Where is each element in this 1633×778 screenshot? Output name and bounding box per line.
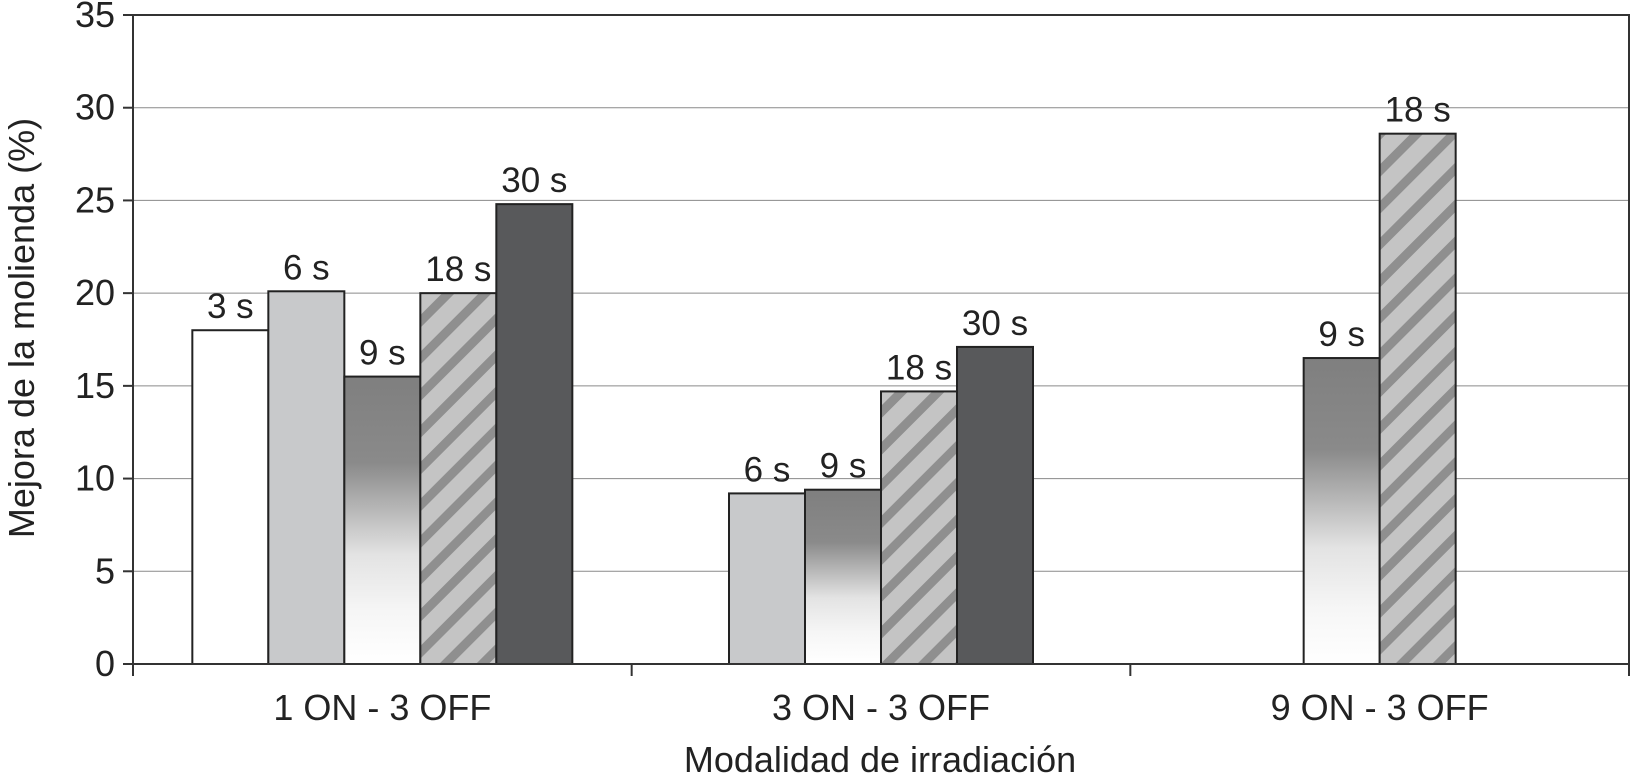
x-axis-title: Modalidad de irradiación (684, 739, 1076, 778)
y-tick-label: 30 (75, 87, 115, 128)
bar (419, 292, 498, 665)
bar (1378, 132, 1457, 666)
bar-data-label: 3 s (207, 287, 254, 326)
bar-data-label: 18 s (1385, 91, 1451, 130)
bar (267, 290, 346, 665)
bar (191, 329, 270, 665)
bar-data-label: 9 s (1318, 315, 1365, 354)
bar-data-label: 9 s (359, 334, 406, 373)
x-tick-label: 3 ON - 3 OFF (772, 687, 990, 728)
y-tick-label: 15 (75, 365, 115, 406)
bar (804, 488, 882, 665)
bars (191, 132, 1457, 666)
y-tick-label: 10 (75, 458, 115, 499)
y-tick-label: 35 (75, 0, 115, 35)
y-tick-label: 20 (75, 272, 115, 313)
bar (880, 390, 958, 665)
bar-data-label: 30 s (962, 304, 1028, 343)
bar-data-label: 30 s (501, 161, 567, 200)
bar (956, 345, 1034, 665)
x-tick-label: 9 ON - 3 OFF (1271, 687, 1489, 728)
labels: 0 5 10 15 20 25 30 35 1 ON - 3 OFF 3 ON - 3 OFF 9 … (75, 0, 1489, 728)
bar (343, 375, 422, 665)
bar-data-label: 6 s (744, 450, 791, 489)
axes (123, 14, 1630, 676)
bar-data-label: 9 s (820, 447, 867, 486)
bar-data-label: 6 s (283, 248, 330, 287)
y-tick-label: 25 (75, 179, 115, 220)
plot-frame (132, 14, 1630, 665)
bar (495, 203, 574, 665)
bar (728, 492, 806, 665)
bar-data-label: 18 s (425, 250, 491, 289)
bar (1302, 357, 1381, 665)
y-tick-label: 0 (95, 643, 115, 684)
bar-data-label: 18 s (886, 348, 952, 387)
y-tick-label: 5 (95, 550, 115, 591)
y-axis-title: Mejora de la molienda (%) (1, 118, 42, 538)
x-tick-label: 1 ON - 3 OFF (273, 687, 491, 728)
